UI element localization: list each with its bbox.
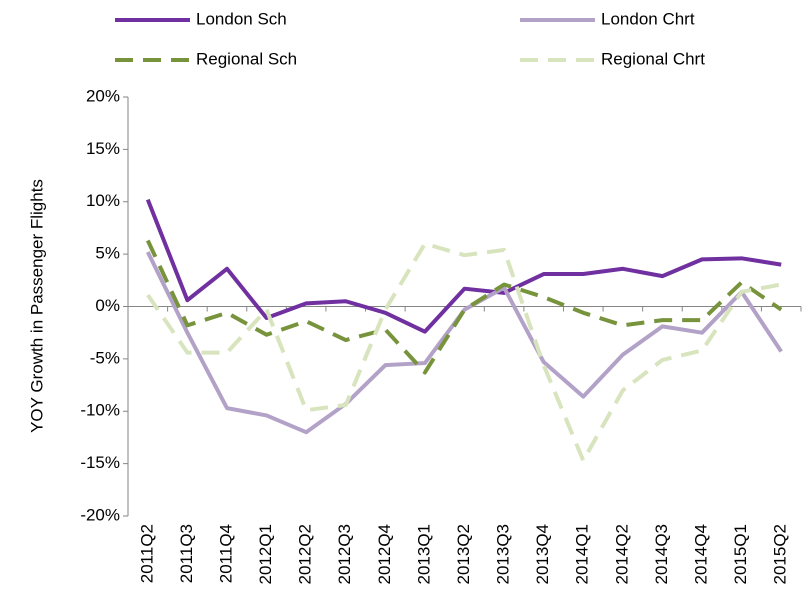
y-tick-label: -10% [80,401,120,420]
y-tick-label: -20% [80,505,120,524]
y-tick-label: -15% [80,453,120,472]
y-tick-label: 15% [86,139,120,158]
series-line [145,198,782,334]
x-tick-label: 2013Q4 [533,524,552,585]
x-tick-label: 2015Q1 [731,524,750,585]
y-tick-label: -5% [90,348,120,367]
x-tick-label: 2015Q2 [771,524,790,585]
x-tick-label: 2012Q4 [375,524,394,585]
x-tick-label: 2014Q3 [652,524,671,585]
x-tick-label: 2011Q2 [137,524,156,583]
series-line [146,241,782,463]
y-tick-label: 0% [95,296,120,315]
x-tick-label: 2012Q2 [296,524,315,585]
y-tick-label: 5% [95,244,120,263]
x-tick-label: 2011Q4 [216,524,235,583]
y-tick-label: 20% [86,86,120,105]
x-tick-label: 2013Q1 [414,524,433,585]
x-tick-label: 2012Q3 [335,524,354,585]
x-tick-label: 2014Q2 [612,524,631,585]
x-tick-label: 2014Q4 [692,524,711,585]
x-tick-label: 2014Q1 [573,524,592,585]
x-tick-label: 2011Q3 [177,524,196,583]
legend-label: London Chrt [601,9,695,28]
x-tick-label: 2013Q2 [454,524,473,585]
y-axis-label: YOY Growth in Passenger Flights [27,179,46,433]
legend-label: Regional Sch [196,49,297,68]
x-tick-label: 2013Q3 [494,524,513,585]
y-tick-label: 10% [86,191,120,210]
legend-label: London Sch [196,9,287,28]
legend-label: Regional Chrt [601,49,705,68]
x-tick-label: 2012Q1 [256,524,275,585]
series-line [145,251,783,435]
